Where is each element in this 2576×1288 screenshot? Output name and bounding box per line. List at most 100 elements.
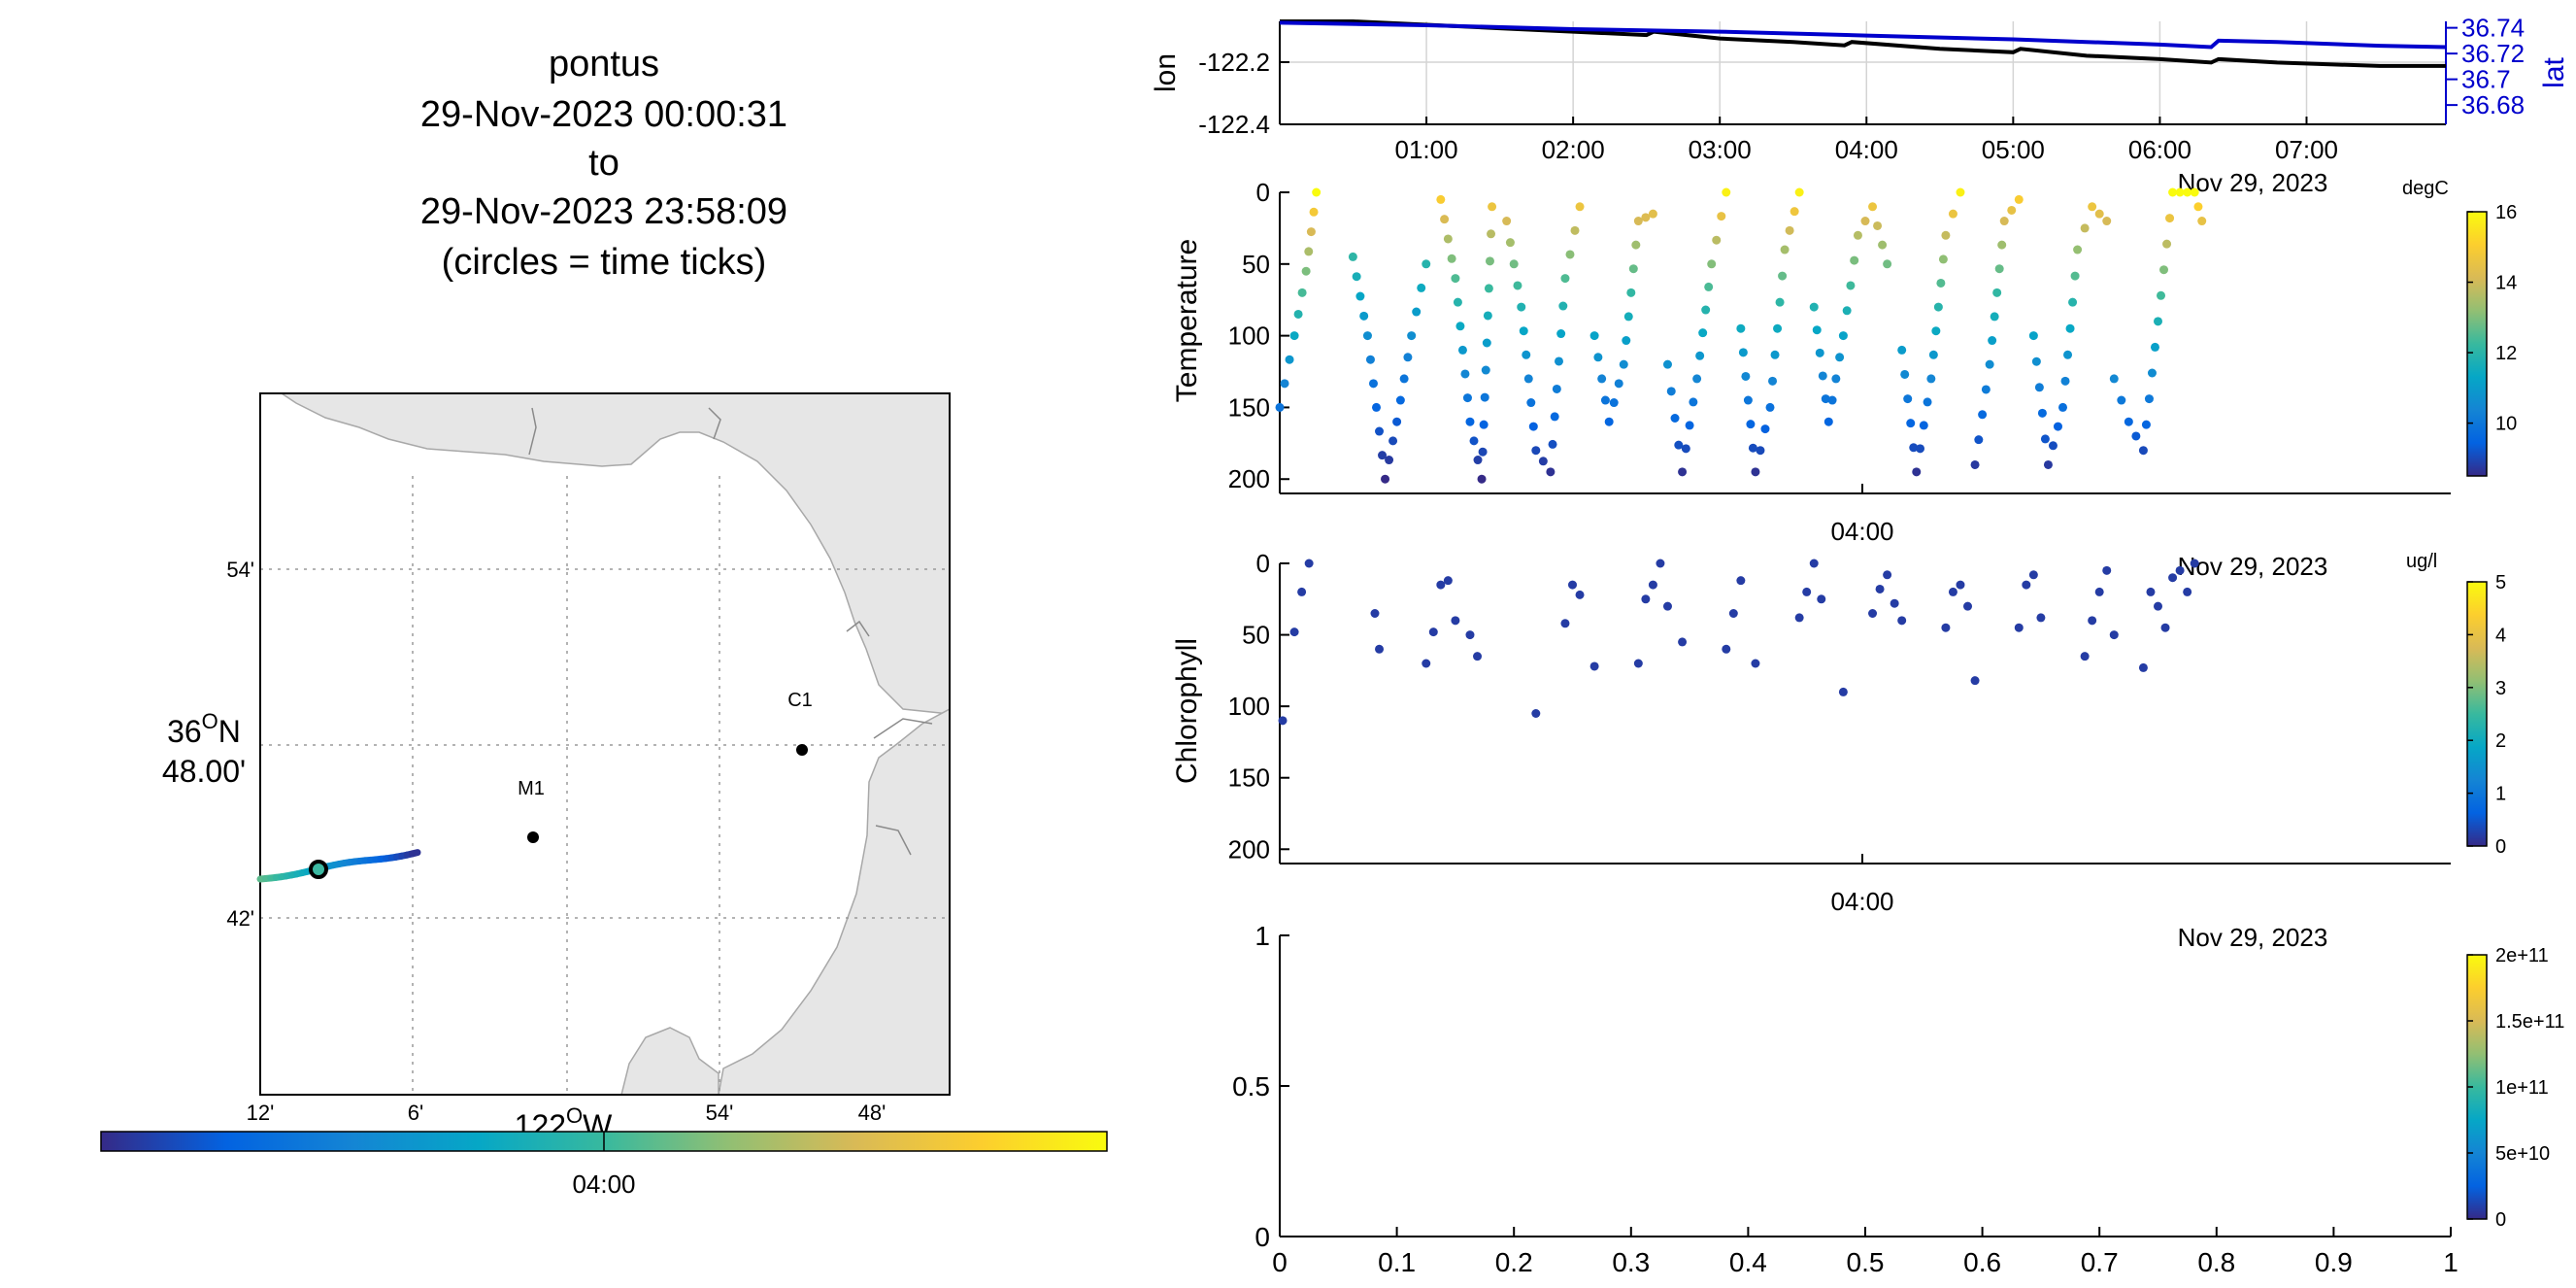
- land-north: [260, 393, 950, 715]
- temperature-point: [1522, 350, 1531, 359]
- temperature-point: [1485, 256, 1494, 266]
- chlorophyll-point: [1465, 630, 1475, 640]
- title-block: pontus 29-Nov-2023 00:00:31 to 29-Nov-20…: [420, 44, 787, 283]
- temperature-point: [1670, 414, 1680, 423]
- temperature-point: [1623, 312, 1633, 322]
- temperature-point: [1662, 359, 1672, 369]
- position-x-tick: 06:00: [2128, 135, 2191, 164]
- chlorophyll-point: [2028, 570, 2038, 580]
- chlorophyll-point: [1890, 598, 1899, 608]
- chlorophyll-date-label: Nov 29, 2023: [2178, 552, 2328, 581]
- colorbar-tick: 12: [2495, 343, 2517, 364]
- temperature-point: [1368, 379, 1378, 389]
- temperature-point: [2197, 217, 2207, 226]
- temperature-point: [1465, 417, 1475, 426]
- position-x-ticks: 01:00 02:00 03:00 04:00 05:00 06:00 07:00: [1395, 117, 2338, 164]
- colorbar-tick: 5: [2495, 572, 2506, 593]
- temperature-point: [2157, 290, 2166, 300]
- temperature-point: [1850, 255, 1859, 265]
- temperature-point: [1473, 456, 1483, 465]
- chlorophyll-point: [1443, 576, 1453, 586]
- temperature-point: [1760, 424, 1770, 434]
- temperature-point: [1736, 323, 1746, 333]
- colorbar-tick: 4: [2495, 625, 2506, 646]
- temperature-point: [1513, 281, 1522, 290]
- colorbar-tick: 0: [2495, 836, 2506, 858]
- chlorophyll-point: [1956, 580, 1965, 590]
- temperature-colorbar: [2466, 211, 2488, 477]
- chlorophyll-point: [2088, 616, 2097, 626]
- colorbar-tick: 16: [2495, 202, 2517, 223]
- lat-line: [1279, 20, 2447, 50]
- temperature-point: [2060, 376, 2070, 386]
- depth-tick: 150: [1228, 392, 1270, 422]
- chlorophyll-point: [1589, 661, 1599, 671]
- map-grid: [260, 476, 950, 1095]
- empty-y-ticks: 10.50: [1232, 921, 1289, 1252]
- temperature-point: [1365, 355, 1375, 364]
- temperature-point: [1550, 412, 1559, 422]
- temperature-point: [1538, 457, 1548, 466]
- temperature-point: [1560, 274, 1570, 284]
- temperature-x-tick: 04:00: [1830, 517, 1893, 546]
- temperature-point: [2068, 297, 2078, 307]
- position-x-tick: 07:00: [2275, 135, 2338, 164]
- chlorophyll-point: [1794, 613, 1804, 623]
- temperature-point: [1827, 395, 1837, 405]
- temperature-point: [1978, 410, 1988, 420]
- chlorophyll-point: [2094, 587, 2104, 596]
- track-segment: [409, 849, 421, 858]
- chlorophyll-point: [1641, 594, 1651, 604]
- temperature-point: [1751, 467, 1760, 477]
- temperature-point: [1707, 259, 1717, 269]
- temperature-point: [1412, 307, 1422, 317]
- temperature-point: [2037, 408, 2047, 418]
- temperature-point: [1570, 225, 1580, 235]
- temperature-ylabel: Temperature: [1171, 239, 1203, 402]
- temperature-point: [2094, 209, 2104, 219]
- chlorophyll-point: [2183, 587, 2192, 596]
- temperature-point: [1546, 467, 1556, 477]
- temperature-point: [1931, 326, 1941, 336]
- chlorophyll-point: [1375, 644, 1385, 654]
- temperature-point: [1460, 369, 1470, 379]
- temperature-point: [1835, 353, 1845, 362]
- chlorophyll-point: [1656, 559, 1665, 568]
- temperature-point: [1821, 394, 1830, 404]
- temperature-point: [2007, 205, 2017, 215]
- lat-tick-54: 54': [226, 558, 254, 582]
- temperature-point: [1477, 474, 1487, 484]
- chlorophyll-point: [1963, 601, 1973, 611]
- river-4: [873, 718, 933, 739]
- temperature-point: [2088, 202, 2097, 212]
- chlorophyll-point: [1809, 559, 1819, 568]
- temperature-point: [1900, 369, 1910, 379]
- temperature-point: [2154, 317, 2162, 326]
- temperature-point: [1974, 435, 1984, 445]
- temperature-point: [2168, 187, 2178, 197]
- lat-tick: 36.72: [2461, 39, 2525, 68]
- temperature-point: [1926, 374, 1936, 384]
- position-y-ticks: -122.2 -122.4: [1198, 48, 1289, 139]
- temperature-point: [2162, 239, 2172, 249]
- temperature-point: [1293, 309, 1303, 319]
- temperature-point: [1912, 467, 1922, 477]
- temperature-point: [1455, 322, 1465, 331]
- temperature-point: [1609, 398, 1619, 408]
- temperature-point: [1480, 392, 1489, 402]
- chlorophyll-point: [1736, 576, 1746, 586]
- temperature-point: [1487, 229, 1496, 239]
- track-time-tick-circle: [309, 860, 328, 879]
- chlorophyll-x-tick: 04:00: [1830, 887, 1893, 916]
- temperature-point: [2028, 331, 2038, 341]
- temperature-point: [1641, 213, 1651, 222]
- chlorophyll-point: [1678, 637, 1688, 647]
- temperature-point: [1738, 348, 1748, 357]
- temperature-point: [1809, 302, 1819, 312]
- chlorophyll-point: [1897, 616, 1907, 626]
- temperature-points: [1275, 187, 2207, 484]
- temperature-point: [1992, 288, 2002, 297]
- temperature-point: [2183, 187, 2192, 197]
- temperature-point: [1780, 245, 1790, 254]
